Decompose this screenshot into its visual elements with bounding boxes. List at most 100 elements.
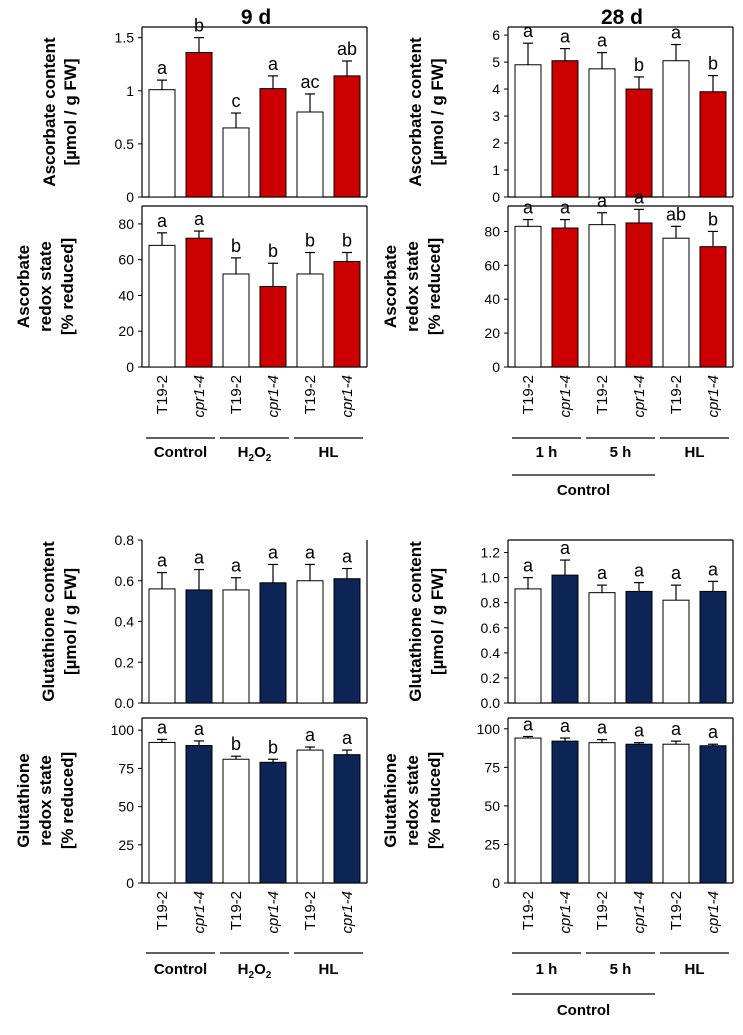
y-axis-title: [% reduced] (425, 238, 444, 335)
bar (185, 52, 213, 198)
category-label: T19-2 (154, 375, 171, 414)
y-axis-title: [µmol / g FW] (428, 58, 447, 165)
bar (625, 222, 653, 368)
y-tick-label: 0.6 (115, 573, 135, 589)
y-tick-label: 3 (492, 108, 500, 124)
significance-letter: a (671, 563, 682, 583)
significance-letter: b (342, 231, 352, 251)
significance-letter: a (342, 728, 353, 748)
significance-letter: a (634, 721, 645, 741)
bar (222, 127, 250, 198)
category-label: T19-2 (228, 891, 245, 930)
bar (662, 237, 690, 368)
group-label: 1 h (536, 444, 558, 461)
y-tick-label: 80 (484, 223, 500, 239)
y-axis-title: redox state (36, 241, 55, 332)
group-label: 5 h (610, 444, 632, 461)
bar (148, 89, 176, 198)
chart-asr9: 0 20 40 60 80 Ascorbate redox state [% reduced]… (14, 205, 368, 418)
significance-letter: c (232, 91, 241, 111)
bar (588, 224, 616, 368)
group-label: 5 h (610, 961, 632, 978)
y-tick-label: 1.0 (481, 570, 501, 586)
bar (588, 742, 616, 884)
y-tick-label: 20 (484, 325, 500, 341)
y-tick-label: 0 (126, 875, 134, 891)
y-tick-label: 0.0 (115, 695, 135, 711)
significance-letter: a (560, 198, 571, 218)
significance-letter: a (597, 718, 608, 738)
bar (514, 737, 542, 884)
y-tick-label: 0.4 (481, 645, 501, 661)
significance-letter: a (634, 561, 645, 581)
category-label: T19-2 (302, 891, 319, 930)
y-axis-title: Glutathione content (39, 541, 58, 702)
y-axis-title: Glutathione (381, 753, 400, 847)
group-label: HL (319, 444, 339, 461)
bar (296, 111, 324, 198)
y-tick-label: 0 (492, 875, 500, 891)
y-tick-label: 2 (492, 135, 500, 151)
significance-letter: a (194, 719, 205, 739)
category-label: T19-2 (668, 375, 685, 414)
y-tick-label: 50 (118, 799, 134, 815)
y-tick-label: 0.8 (115, 532, 135, 548)
category-label: cpr1-4 (705, 891, 722, 934)
y-tick-label: 1 (492, 162, 500, 178)
bar (259, 286, 287, 368)
y-axis-title: redox state (403, 755, 422, 846)
category-label: T19-2 (302, 375, 319, 414)
y-tick-label: 0.2 (115, 654, 135, 670)
bar (148, 588, 176, 704)
significance-letter: a (523, 21, 534, 41)
significance-letter: a (523, 556, 534, 576)
super-group-label: Control (557, 482, 610, 499)
chart-glc28: 0.0 0.2 0.4 0.6 0.8 1.0 1.2 Glutathione content… (406, 538, 734, 711)
group-label: HL (319, 961, 339, 978)
bar (588, 592, 616, 704)
category-label: cpr1-4 (191, 891, 208, 934)
category-label: T19-2 (594, 891, 611, 930)
chart-glc9: 0.0 0.2 0.4 0.6 0.8 Glutathione content [µmol … (39, 532, 368, 711)
category-label: cpr1-4 (265, 375, 282, 418)
significance-letter: a (597, 31, 608, 51)
significance-letter: b (708, 54, 718, 74)
y-tick-label: 50 (484, 798, 500, 814)
y-axis-title: [% reduced] (58, 238, 77, 335)
bar (259, 88, 287, 198)
bar (296, 749, 324, 884)
y-axis-title: [% reduced] (58, 752, 77, 849)
significance-letter: b (634, 55, 644, 75)
bar (185, 237, 213, 368)
bar (551, 227, 579, 368)
y-axis-title: [µmol / g FW] (428, 568, 447, 675)
bar (514, 225, 542, 368)
significance-letter: b (194, 16, 204, 36)
y-tick-label: 0.2 (481, 670, 501, 686)
y-axis-title: Glutathione (14, 753, 33, 847)
significance-letter: a (157, 551, 168, 571)
bar (222, 273, 250, 368)
category-label: T19-2 (594, 375, 611, 414)
category-label: cpr1-4 (631, 891, 648, 934)
y-tick-label: 60 (484, 257, 500, 273)
bar (625, 743, 653, 884)
category-label: T19-2 (520, 375, 537, 414)
chart-glr9: 0 25 50 75 100 Glutathione redox state [% reduc… (14, 717, 368, 934)
significance-letter: a (597, 191, 608, 211)
significance-letter: a (342, 547, 353, 567)
y-tick-label: 25 (484, 836, 500, 852)
y-tick-label: 100 (477, 721, 501, 737)
chart-asc28: 0 1 2 3 4 5 6 Ascorbate content [µmol / g FW] a a a… (406, 21, 734, 205)
significance-letter: a (560, 716, 571, 736)
category-label: T19-2 (668, 891, 685, 930)
y-axis-title: Ascorbate content (40, 37, 59, 187)
y-tick-label: 5 (492, 54, 500, 70)
group-label: H2O2 (238, 444, 272, 464)
significance-letter: b (305, 231, 315, 251)
bar (333, 754, 361, 884)
y-axis-title: Ascorbate (14, 245, 33, 328)
y-axis-title: Glutathione content (406, 541, 425, 702)
group-label: Control (154, 961, 207, 978)
bar (296, 273, 324, 368)
